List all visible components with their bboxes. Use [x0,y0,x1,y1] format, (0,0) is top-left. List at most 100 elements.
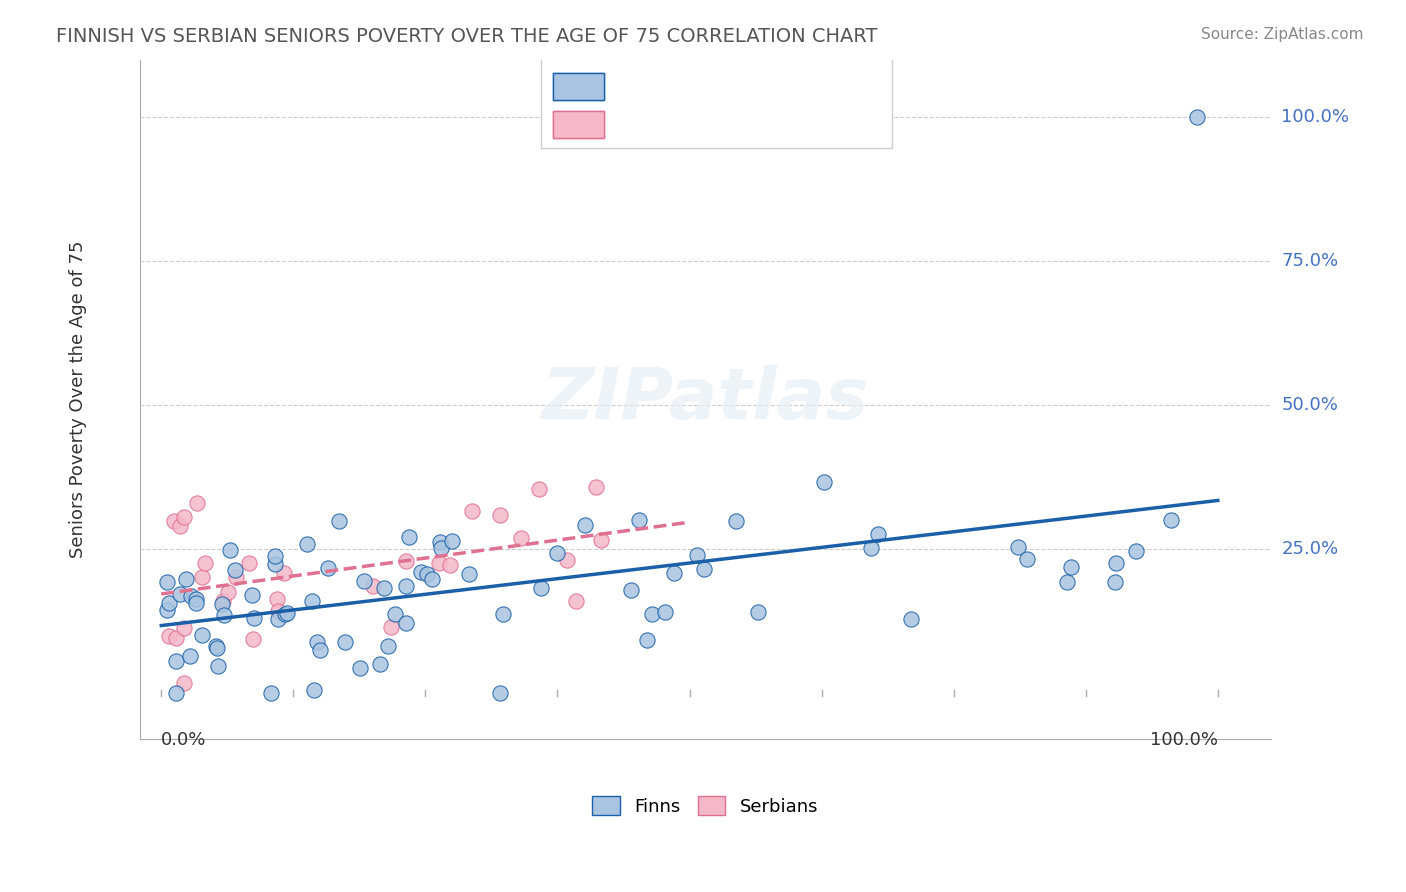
Serbians [461,504,484,518]
Serbians [242,632,264,646]
Serbians [173,676,195,690]
Finns [207,658,229,673]
Finns [641,607,664,622]
Text: R = 0.279   N = 31: R = 0.279 N = 31 [614,115,786,133]
Finns [295,537,318,551]
Finns [155,575,177,590]
Finns [1104,575,1126,590]
Serbians [427,557,450,571]
Finns [165,654,187,668]
Serbians [191,570,214,584]
Serbians [212,593,235,607]
Finns [224,563,246,577]
Finns [186,592,208,607]
Finns [620,583,643,598]
Finns [574,518,596,533]
Serbians [510,531,533,545]
Finns [627,513,650,527]
FancyBboxPatch shape [541,39,891,148]
Finns [664,566,686,581]
Finns [546,546,568,560]
Finns [395,616,418,631]
Legend: Finns, Serbians: Finns, Serbians [585,789,825,823]
Finns [866,527,889,541]
Text: Source: ZipAtlas.com: Source: ZipAtlas.com [1201,27,1364,42]
Finns [398,530,420,544]
Finns [264,549,287,563]
Serbians [564,594,586,608]
Serbians [585,480,607,494]
Serbians [589,533,612,548]
Finns [654,605,676,619]
Finns [813,475,835,489]
Finns [190,628,212,642]
Text: 25.0%: 25.0% [1281,541,1339,558]
Finns [260,686,283,700]
Serbians [395,554,418,568]
Finns [205,639,228,653]
Text: 0.0%: 0.0% [162,731,207,748]
Finns [211,597,233,611]
Serbians [157,629,180,643]
Finns [186,596,208,610]
Text: Seniors Poverty Over the Age of 75: Seniors Poverty Over the Age of 75 [69,241,87,558]
Finns [747,605,769,619]
Finns [458,567,481,582]
FancyBboxPatch shape [553,73,603,101]
Finns [900,612,922,626]
Serbians [266,592,288,607]
Text: 100.0%: 100.0% [1281,108,1350,126]
Finns [686,548,709,562]
Serbians [194,556,217,570]
Finns [529,582,551,596]
Serbians [555,552,578,566]
Finns [1105,556,1128,570]
FancyBboxPatch shape [553,111,603,137]
Finns [1125,544,1147,558]
Finns [212,608,235,623]
Finns [205,641,228,656]
Finns [242,611,264,625]
Text: 75.0%: 75.0% [1281,252,1339,270]
Serbians [238,556,260,570]
Finns [395,579,418,593]
Finns [264,558,287,572]
Finns [1160,513,1182,527]
Finns [353,574,375,589]
Serbians [186,496,208,510]
Serbians [267,604,290,618]
Finns [165,686,187,700]
Finns [302,682,325,697]
Finns [307,635,329,649]
Serbians [527,482,550,496]
Finns [276,606,298,620]
Finns [309,643,332,657]
Text: 100.0%: 100.0% [1150,731,1218,748]
Text: 50.0%: 50.0% [1281,396,1339,414]
Serbians [273,566,295,580]
Serbians [165,631,187,645]
Finns [384,607,406,621]
Serbians [217,584,239,599]
Finns [174,572,197,586]
Finns [169,587,191,601]
Finns [301,594,323,608]
Finns [636,632,658,647]
Finns [415,566,437,581]
Finns [219,542,242,557]
Finns [409,565,432,579]
Text: R = 0.571   N = 79: R = 0.571 N = 79 [614,78,786,95]
Finns [373,581,395,595]
Finns [1185,110,1208,124]
Finns [440,534,463,549]
Finns [693,562,716,576]
Text: R = 0.279   N = 31: R = 0.279 N = 31 [614,115,786,133]
Text: ZIPatlas: ZIPatlas [541,365,869,434]
Serbians [488,508,510,522]
Finns [333,634,356,648]
Serbians [225,570,247,584]
Finns [491,607,513,621]
Finns [157,597,180,611]
Finns [155,603,177,617]
Finns [724,514,747,528]
